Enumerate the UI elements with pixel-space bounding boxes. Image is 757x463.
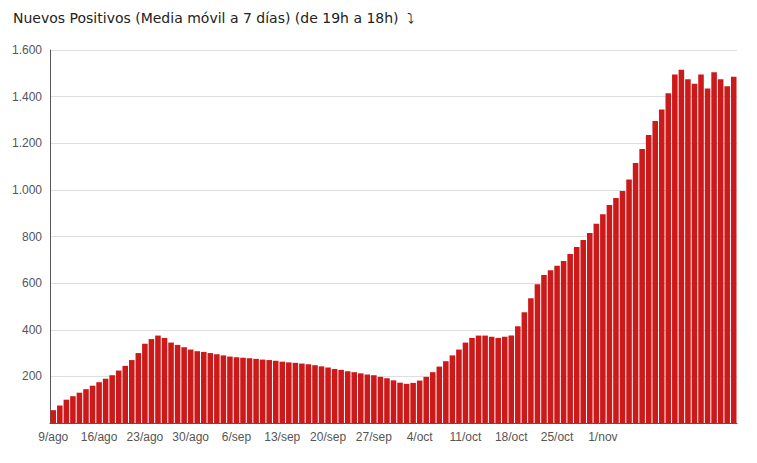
- svg-text:1/nov: 1/nov: [588, 430, 617, 444]
- svg-text:1.600: 1.600: [12, 43, 42, 57]
- svg-text:6/sep: 6/sep: [222, 430, 252, 444]
- svg-text:1.200: 1.200: [12, 136, 42, 150]
- svg-text:18/oct: 18/oct: [495, 430, 528, 444]
- svg-text:400: 400: [22, 323, 42, 337]
- svg-text:27/sep: 27/sep: [356, 430, 392, 444]
- svg-text:25/oct: 25/oct: [541, 430, 574, 444]
- svg-text:1.000: 1.000: [12, 183, 42, 197]
- svg-text:20/sep: 20/sep: [310, 430, 346, 444]
- svg-text:11/oct: 11/oct: [450, 430, 482, 444]
- svg-text:30/ago: 30/ago: [172, 430, 209, 444]
- svg-text:1.400: 1.400: [12, 90, 42, 104]
- svg-text:Nuevos Positivos (Media móvil: Nuevos Positivos (Media móvil a 7 días) …: [13, 10, 414, 26]
- svg-text:16/ago: 16/ago: [81, 430, 118, 444]
- svg-text:600: 600: [22, 276, 42, 290]
- svg-text:200: 200: [22, 369, 42, 383]
- svg-text:800: 800: [22, 230, 42, 244]
- svg-text:13/sep: 13/sep: [264, 430, 300, 444]
- svg-text:23/ago: 23/ago: [127, 430, 164, 444]
- svg-text:9/ago: 9/ago: [38, 430, 68, 444]
- svg-text:4/oct: 4/oct: [407, 430, 434, 444]
